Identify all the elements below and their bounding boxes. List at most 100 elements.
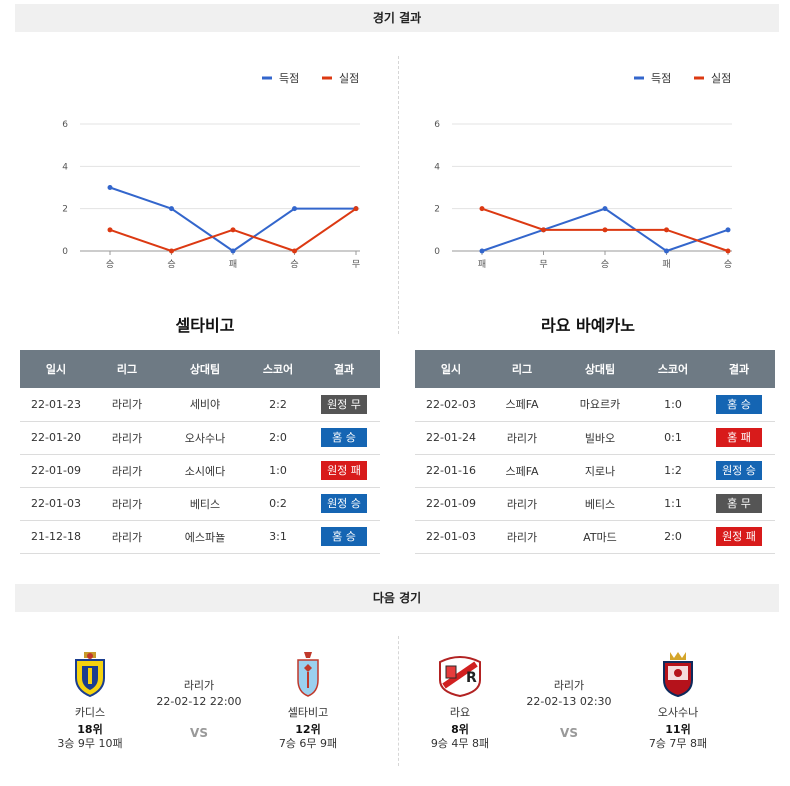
cell-league: 라리가 (487, 487, 557, 521)
point-conceded (230, 227, 236, 233)
cell-opponent: 마요르카 (557, 388, 643, 422)
x-tick-label: 패 (478, 259, 486, 270)
cell-opponent: 에스파뇰 (162, 520, 248, 554)
result-badge: 홈 무 (716, 494, 762, 513)
home-team[interactable]: R 라요 8위 9승 4무 8패 (410, 650, 510, 751)
point-conceded (725, 248, 731, 254)
y-tick-label: 0 (62, 247, 68, 257)
col-header-league: 리그 (92, 350, 162, 388)
cell-score: 1:0 (643, 388, 703, 422)
y-tick-label: 2 (62, 205, 68, 215)
result-badge: 원정 승 (716, 461, 762, 480)
table-row: 21-12-18 라리가 에스파뇰 3:1 홈 승 (20, 520, 380, 554)
result-badge: 원정 패 (716, 527, 762, 546)
cadiz-logo-icon (75, 652, 105, 698)
next-match-card[interactable]: R 라요 8위 9승 4무 8패 라리가 22-02-13 02:30 VS 오… (410, 650, 750, 760)
celta-logo-icon (297, 652, 319, 697)
team-name: 셀타비고 (287, 706, 329, 719)
legend-conceded-label: 실점 (711, 72, 731, 85)
cell-opponent: 세비야 (162, 388, 248, 422)
cell-date: 22-01-23 (20, 388, 92, 422)
next-match-card[interactable]: 카디스 18위 3승 9무 10패 라리가 22-02-12 22:00 VS … (40, 650, 380, 760)
cell-opponent: 지로나 (557, 454, 643, 488)
point-scored (725, 227, 731, 233)
col-header-result: 결과 (308, 350, 380, 388)
cell-result: 원정 패 (308, 454, 380, 488)
away-team[interactable]: 오사수나 11위 7승 7무 8패 (628, 650, 728, 751)
table-row: 22-01-16 스페FA 지로나 1:2 원정 승 (415, 454, 775, 488)
team-title-right: 라요 바예카노 (541, 316, 635, 335)
chart-right: 0 2 4 6 패 무 승 패 승 득점 실점 (412, 60, 772, 280)
result-badge: 홈 승 (321, 428, 367, 447)
y-tick-label: 0 (434, 247, 440, 257)
vs-label: VS (560, 726, 578, 740)
y-tick-label: 4 (434, 162, 440, 172)
team-record: 3승 9무 10패 (57, 737, 123, 750)
cell-score: 1:2 (643, 454, 703, 488)
cell-result: 홈 패 (703, 421, 775, 455)
x-tick-label: 승 (167, 259, 175, 270)
osasuna-logo-icon (663, 652, 693, 698)
point-conceded (107, 227, 113, 233)
col-header-opponent: 상대팀 (162, 350, 248, 388)
cell-score: 1:0 (248, 454, 308, 488)
match-datetime: 22-02-13 02:30 (526, 695, 612, 708)
table-row: 22-01-03 라리가 AT마드 2:0 원정 패 (415, 520, 775, 554)
cell-result: 홈 승 (308, 421, 380, 455)
team-rank: 11위 (665, 723, 691, 736)
cell-date: 22-01-16 (415, 454, 487, 488)
cell-score: 0:1 (643, 421, 703, 455)
cell-date: 21-12-18 (20, 520, 92, 554)
x-tick-label: 승 (106, 259, 114, 270)
point-conceded (292, 248, 297, 254)
col-header-score: 스코어 (643, 350, 703, 388)
x-tick-label: 패 (229, 259, 237, 270)
col-header-opponent: 상대팀 (557, 350, 643, 388)
vertical-divider (398, 56, 399, 334)
cell-opponent: 빌바오 (557, 421, 643, 455)
cell-score: 3:1 (248, 520, 308, 554)
col-header-league: 리그 (487, 350, 557, 388)
table-row: 22-01-09 라리가 베티스 1:1 홈 무 (415, 487, 775, 521)
cell-opponent: 소시에다 (162, 454, 248, 488)
cell-league: 라리가 (92, 454, 162, 488)
point-scored (107, 185, 113, 190)
col-header-date: 일시 (20, 350, 92, 388)
cell-opponent: AT마드 (557, 520, 643, 554)
table-row: 22-01-23 라리가 세비야 2:2 원정 무 (20, 388, 380, 422)
rayo-logo-icon: R (439, 656, 481, 698)
table-row: 22-01-03 라리가 베티스 0:2 원정 승 (20, 487, 380, 521)
cell-date: 22-01-09 (415, 487, 487, 521)
team-rank: 8위 (451, 723, 469, 736)
point-scored (664, 248, 669, 254)
legend-scored-label: 득점 (651, 72, 671, 85)
results-table-left: 일시 리그 상대팀 스코어 결과 22-01-23 라리가 세비야 2:2 원정 무 22… (20, 350, 380, 554)
home-team[interactable]: 카디스 18위 3승 9무 10패 (40, 650, 140, 751)
section-header-next: 다음 경기 (15, 584, 779, 612)
team-record: 7승 6무 9패 (278, 737, 338, 750)
point-conceded (353, 206, 359, 212)
x-tick-label: 무 (539, 259, 547, 270)
cell-result: 원정 승 (308, 487, 380, 521)
col-header-result: 결과 (703, 350, 775, 388)
x-tick-label: 무 (352, 259, 360, 270)
cell-opponent: 베티스 (162, 487, 248, 521)
cell-league: 라리가 (92, 388, 162, 422)
team-record: 7승 7무 8패 (648, 737, 708, 750)
result-badge: 원정 패 (321, 461, 367, 480)
result-badge: 홈 승 (321, 527, 367, 546)
cell-date: 22-01-20 (20, 421, 92, 455)
point-scored (602, 206, 608, 212)
cell-league: 라리가 (92, 421, 162, 455)
cell-league: 라리가 (487, 421, 557, 455)
table-header-row: 일시 리그 상대팀 스코어 결과 (415, 350, 775, 388)
match-info: 라리가 22-02-12 22:00 (140, 678, 258, 710)
result-badge: 원정 무 (321, 394, 367, 414)
table-header-row: 일시 리그 상대팀 스코어 결과 (20, 350, 380, 388)
away-team[interactable]: 셀타비고 12위 7승 6무 9패 (258, 650, 358, 751)
cell-result: 원정 패 (703, 520, 775, 554)
match-datetime: 22-02-12 22:00 (156, 695, 242, 708)
cell-opponent: 베티스 (557, 487, 643, 521)
y-tick-label: 6 (434, 120, 440, 130)
team-rank: 18위 (77, 723, 103, 736)
